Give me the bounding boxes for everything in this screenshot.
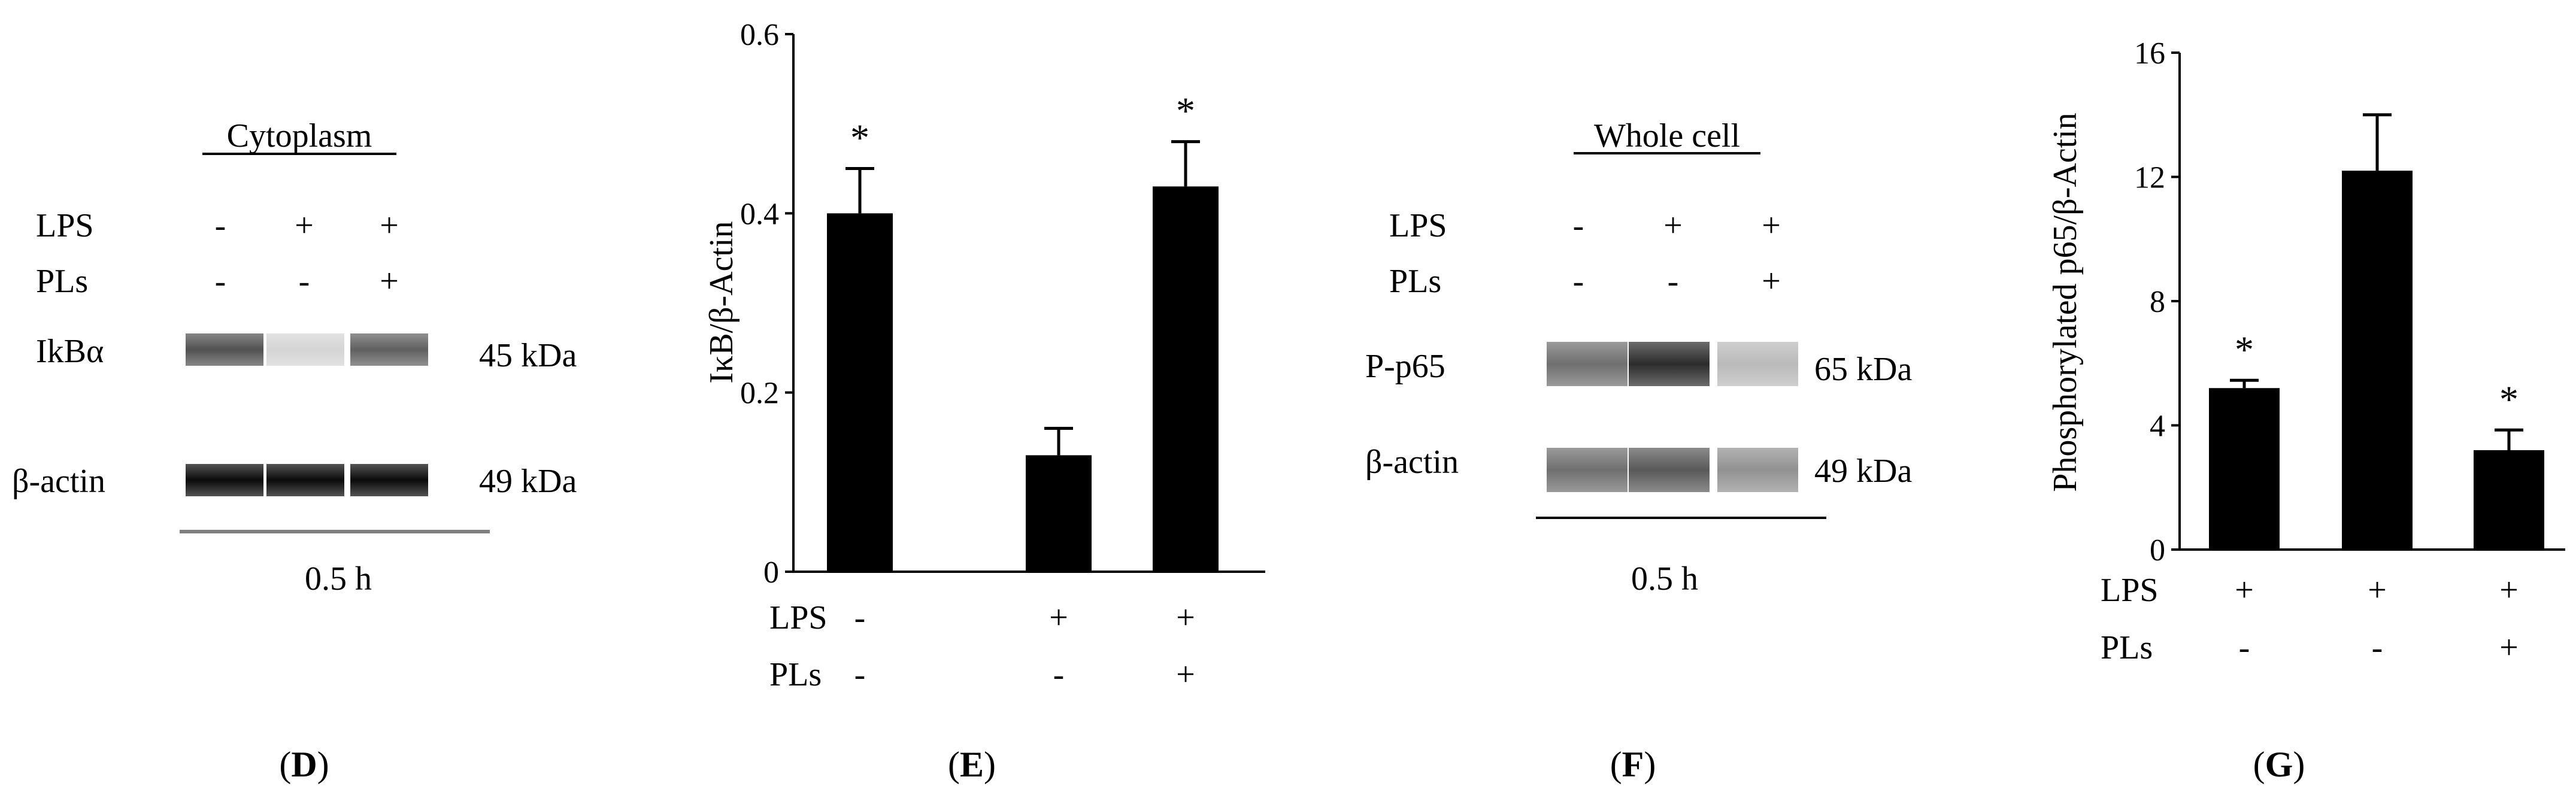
bar — [1026, 455, 1092, 572]
bar — [2209, 388, 2280, 550]
panel-d-time-label: 0.5 h — [305, 560, 372, 597]
significance-marker: * — [2235, 328, 2254, 371]
blot-band-shading — [1629, 342, 1710, 386]
panel-g-ylabel: Phosphorylated p65/β-Actin — [2047, 113, 2084, 492]
blot-band-shading — [186, 333, 263, 366]
panel-f-band-name: P-p65 — [1365, 348, 1445, 385]
panel-e-ylabel: IκB/β-Actin — [703, 221, 740, 383]
category-sign: - — [2372, 629, 2383, 666]
y-tick-label: 8 — [2150, 285, 2165, 319]
panel-f-pls-sign: + — [1762, 263, 1781, 300]
bar — [2474, 450, 2544, 550]
category-sign: - — [1053, 656, 1065, 693]
panel-f-band-size: 65 kDa — [1814, 351, 1912, 388]
panel-g-letter: (G) — [2253, 745, 2305, 784]
panel-f-pls-label: PLs — [1389, 263, 1441, 300]
category-sign: + — [1049, 599, 1068, 636]
bar — [2342, 171, 2413, 550]
y-tick-label: 16 — [2134, 37, 2165, 71]
y-tick-label: 0.4 — [740, 197, 779, 231]
panel-e-letter-text: E — [960, 745, 984, 784]
category-sign: - — [854, 656, 866, 693]
panel-f-lps-sign: + — [1762, 207, 1781, 244]
panel-f-band-name: β-actin — [1365, 444, 1459, 481]
panel-f-pls-sign: - — [1573, 263, 1584, 300]
panel-f-section-label: Whole cell — [1594, 117, 1740, 154]
panel-f-lps-label: LPS — [1389, 207, 1447, 244]
panel-d-band-size: 45 kDa — [479, 337, 577, 374]
y-tick-label: 0.2 — [740, 377, 779, 411]
bar — [827, 213, 893, 572]
panel-d-band-name: IkBα — [36, 333, 104, 370]
blot-band-shading — [266, 333, 344, 366]
panel-f-time-label: 0.5 h — [1631, 560, 1698, 597]
panel-d-pls-sign: + — [380, 263, 399, 300]
blot-band-shading — [1717, 448, 1798, 492]
significance-marker: * — [2499, 378, 2519, 420]
category-sign: + — [2499, 629, 2519, 666]
blot-band-shading — [1547, 342, 1628, 386]
y-tick-label: 12 — [2134, 161, 2165, 195]
y-tick-label: 0 — [2150, 533, 2165, 568]
panel-f-band-size: 49 kDa — [1814, 453, 1912, 490]
panel-e-letter: (E) — [948, 745, 996, 784]
panel-f-letter-text: F — [1622, 745, 1644, 784]
blot-band-shading — [266, 464, 344, 496]
panel-d-lps-sign: + — [295, 207, 314, 244]
panel-e-pls-label: PLs — [769, 656, 822, 693]
category-sign: - — [854, 599, 866, 636]
panel-f-lps-sign: + — [1663, 207, 1683, 244]
panel-g-lps-label: LPS — [2101, 572, 2159, 609]
panel-d-section-label: Cytoplasm — [227, 117, 372, 154]
category-sign: + — [2235, 572, 2254, 609]
panel-e-lps-label: LPS — [769, 599, 828, 636]
category-sign: + — [1176, 656, 1195, 693]
panel-g-pls-label: PLs — [2101, 629, 2153, 666]
y-tick-label: 0.6 — [740, 18, 779, 52]
blot-band-shading — [186, 464, 263, 496]
blot-band-shading — [1629, 448, 1710, 492]
blot-band-shading — [1547, 448, 1628, 492]
category-sign: + — [2368, 572, 2387, 609]
category-sign: + — [1176, 599, 1195, 636]
panel-f-lps-sign: - — [1573, 207, 1584, 244]
panel-d-pls-sign: - — [215, 263, 226, 300]
y-tick-label: 0 — [763, 556, 779, 590]
blot-band-shading — [1717, 342, 1798, 386]
panel-d-pls-label: PLs — [36, 263, 88, 300]
panel-d-lps-sign: + — [380, 207, 399, 244]
panel-d-band-name: β-actin — [12, 463, 105, 500]
blot-band-shading — [350, 333, 428, 366]
panel-d-blot: Cytoplasm LPS PLs - + + - - + IkBα 45 kD… — [12, 117, 577, 784]
panel-g-chart: Phosphorylated p65/β-Actin LPS PLs (G) 0… — [2047, 37, 2565, 784]
panel-f-blot: Whole cell LPS PLs - + + - - + P-p65 65 … — [1365, 117, 1912, 784]
panel-d-letter: (D) — [279, 745, 329, 784]
significance-marker: * — [1176, 90, 1195, 132]
category-sign: - — [2239, 629, 2250, 666]
panel-g-letter-text: G — [2265, 745, 2293, 784]
panel-f-band-rows — [1547, 342, 1798, 492]
blot-band-shading — [350, 464, 428, 496]
panel-f-letter: (F) — [1610, 745, 1656, 784]
category-sign: + — [2499, 572, 2519, 609]
panel-d-band-rows — [186, 333, 428, 496]
y-tick-label: 4 — [2150, 409, 2165, 444]
panel-d-lps-sign: - — [215, 207, 226, 244]
panel-f-pls-sign: - — [1668, 263, 1679, 300]
panel-e-chart: IκB/β-Actin LPS PLs (E) 0 0.2 0.4 0.6 * - - + - *… — [703, 18, 1265, 784]
bar — [1153, 186, 1219, 572]
panel-d-pls-sign: - — [299, 263, 310, 300]
significance-marker: * — [850, 117, 869, 159]
panel-d-lps-label: LPS — [36, 207, 94, 244]
panel-d-letter-text: D — [291, 745, 317, 784]
panel-d-band-size: 49 kDa — [479, 463, 577, 500]
